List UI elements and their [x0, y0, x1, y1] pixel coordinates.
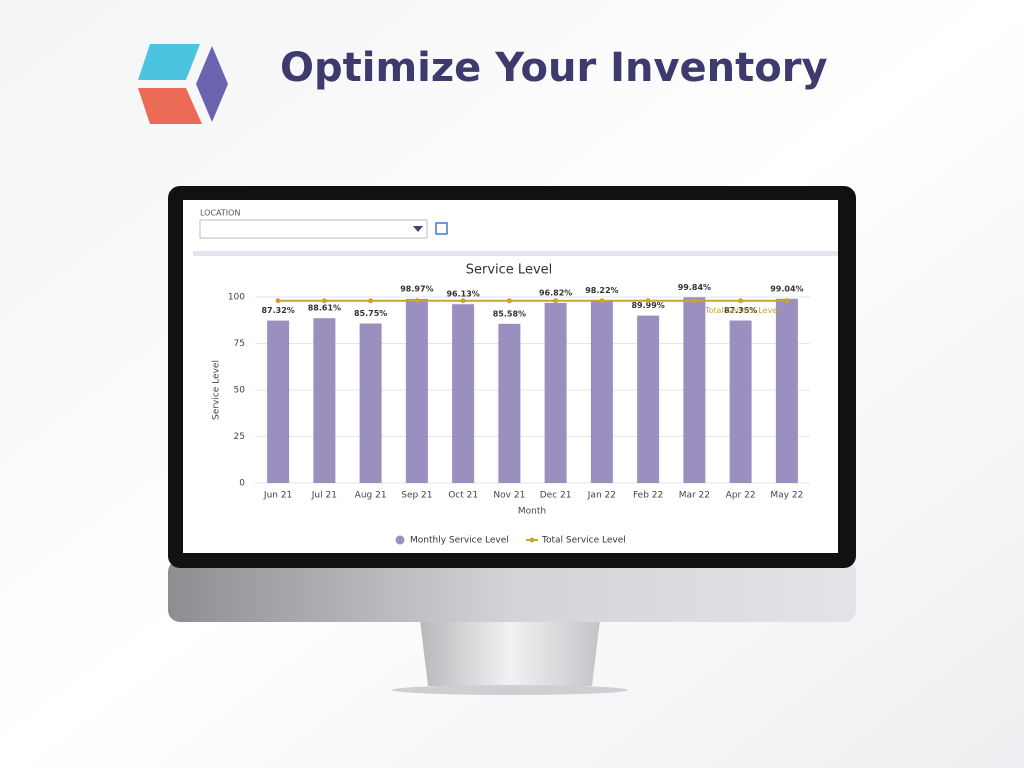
bar — [637, 315, 660, 483]
x-tick-label: Aug 21 — [355, 491, 387, 501]
x-tick-label: May 22 — [770, 491, 803, 501]
bar — [267, 320, 290, 483]
data-label: 98.97% — [400, 284, 433, 293]
line-point — [460, 298, 466, 304]
monitor-stand — [420, 620, 600, 686]
line-point — [645, 298, 651, 304]
data-label: 85.75% — [354, 309, 387, 318]
monitor-base — [392, 685, 628, 695]
x-tick-label: Mar 22 — [679, 491, 710, 501]
data-label: 87.35% — [724, 306, 757, 315]
y-axis-label: Service Level — [212, 360, 222, 420]
line-point — [368, 298, 374, 304]
line-annotation: Total Service Level — [704, 306, 779, 315]
chart: Service Level Month Service Level 0 25 50 7… — [212, 263, 810, 546]
x-tick-label: Sep 21 — [401, 491, 432, 501]
x-tick-label: Oct 21 — [448, 491, 478, 501]
bar — [590, 300, 613, 483]
location-dropdown[interactable] — [199, 219, 428, 239]
legend-swatch — [529, 537, 535, 543]
y-tick-label: 50 — [234, 386, 246, 396]
data-label: 96.82% — [539, 288, 572, 297]
bar — [405, 298, 428, 483]
data-label: 87.32% — [261, 306, 294, 315]
legend-label: Monthly Service Level — [410, 536, 509, 546]
x-tick-label: Feb 22 — [633, 491, 663, 501]
data-label: 89.99% — [631, 301, 664, 310]
y-tick-label: 25 — [234, 432, 245, 442]
bar — [498, 323, 521, 483]
data-label: 98.22% — [585, 286, 618, 295]
bar — [313, 318, 336, 483]
legend-swatch — [395, 535, 405, 545]
x-tick-label: Jul 21 — [311, 491, 337, 501]
line-point — [506, 298, 512, 304]
open-link-icon[interactable] — [435, 222, 448, 235]
logo — [138, 44, 228, 124]
line-point — [738, 298, 744, 304]
line-point — [691, 298, 697, 304]
y-tick-label: 0 — [239, 479, 245, 489]
x-tick-label: Dec 21 — [540, 491, 572, 501]
bar — [775, 298, 798, 483]
bar — [452, 304, 475, 483]
line-point — [553, 298, 559, 304]
data-label: 96.13% — [446, 290, 479, 299]
divider — [193, 251, 838, 256]
x-tick-label: Jun 21 — [263, 491, 292, 501]
monitor-chin — [168, 560, 856, 622]
data-label: 99.84% — [678, 283, 711, 292]
line-point — [275, 298, 281, 304]
page-title: Optimize Your Inventory — [280, 45, 828, 91]
filter-label: LOCATION — [200, 209, 240, 218]
chart-title: Service Level — [466, 263, 553, 278]
dropdown-arrow[interactable] — [413, 226, 423, 232]
bar — [359, 323, 382, 483]
line-point — [599, 298, 605, 304]
line-point — [321, 298, 327, 304]
legend-label: Total Service Level — [541, 536, 626, 546]
y-tick-label: 75 — [234, 339, 245, 349]
y-tick-label: 100 — [228, 293, 245, 303]
x-axis-label: Month — [518, 507, 546, 517]
bar — [544, 302, 567, 483]
data-label: 85.58% — [493, 309, 526, 318]
x-tick-label: Nov 21 — [493, 491, 525, 501]
bar — [683, 297, 706, 483]
x-tick-label: Apr 22 — [726, 491, 756, 501]
line-point — [414, 298, 420, 304]
x-tick-label: Jan 22 — [587, 491, 616, 501]
line-point — [784, 298, 790, 304]
data-label: 88.61% — [308, 304, 341, 313]
data-label: 99.04% — [770, 284, 803, 293]
bar — [729, 320, 752, 483]
